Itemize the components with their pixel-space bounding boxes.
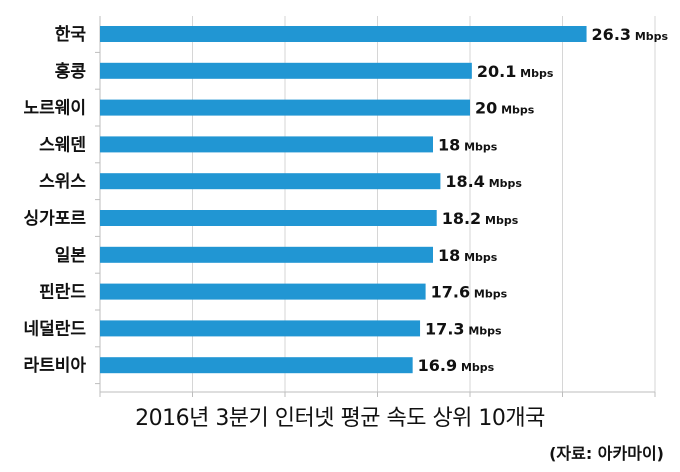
category-label: 핀란드: [39, 283, 86, 303]
value-label: 18.2 Mbps: [442, 209, 519, 228]
bar: [100, 99, 470, 116]
chart-title: 2016년 3분기 인터넷 평균 속도 상위 10개국: [135, 406, 545, 431]
value-unit: Mbps: [470, 288, 508, 301]
category-label: 싱가포르: [23, 209, 86, 229]
value-number: 18.4: [445, 172, 484, 191]
category-label: 한국: [55, 25, 87, 45]
value-label: 16.9 Mbps: [418, 356, 495, 375]
bar: [100, 173, 441, 190]
bar: [100, 62, 472, 79]
value-label: 17.3 Mbps: [425, 319, 502, 338]
value-number: 16.9: [418, 356, 457, 375]
value-number: 18: [438, 135, 460, 154]
bar: [100, 210, 437, 226]
value-unit: Mbps: [481, 214, 519, 227]
value-unit: Mbps: [631, 30, 669, 43]
value-unit: Mbps: [516, 67, 554, 80]
value-label: 20.1 Mbps: [477, 62, 554, 81]
bar: [100, 26, 587, 42]
value-label: 20 Mbps: [475, 99, 535, 118]
category-label: 홍콩: [55, 61, 87, 82]
value-label: 26.3 Mbps: [592, 25, 669, 44]
value-number: 17.3: [425, 319, 464, 338]
chart-plot: 한국 26.3 Mbps 홍콩 20.1 Mbps 노르웨이 20 Mbps 스웨덴 18 M…: [23, 16, 669, 397]
value-label: 17.6 Mbps: [431, 283, 508, 302]
value-unit: Mbps: [485, 177, 523, 190]
bar: [100, 283, 426, 300]
category-label: 노르웨이: [23, 99, 86, 119]
value-unit: Mbps: [497, 104, 535, 117]
category-label: 스위스: [39, 172, 86, 192]
value-number: 18: [438, 246, 460, 265]
value-unit: Mbps: [460, 251, 498, 264]
value-label: 18 Mbps: [438, 135, 498, 154]
bar: [100, 136, 433, 153]
chart-source: (자료: 아카마이): [549, 444, 664, 463]
value-number: 20: [475, 99, 497, 118]
category-label: 일본: [55, 246, 87, 266]
value-number: 18.2: [442, 209, 481, 228]
bar: [100, 320, 421, 337]
category-label: 라트비아: [23, 356, 86, 376]
value-label: 18 Mbps: [438, 246, 498, 265]
value-unit: Mbps: [457, 361, 495, 374]
value-label: 18.4 Mbps: [445, 172, 522, 191]
category-label: 네덜란드: [23, 319, 86, 339]
value-number: 26.3: [592, 25, 631, 44]
value-unit: Mbps: [465, 324, 503, 337]
value-unit: Mbps: [460, 140, 498, 153]
value-number: 20.1: [477, 62, 516, 81]
bar: [100, 357, 413, 374]
value-number: 17.6: [431, 283, 470, 302]
bar: [100, 246, 433, 263]
category-label: 스웨덴: [39, 135, 86, 155]
